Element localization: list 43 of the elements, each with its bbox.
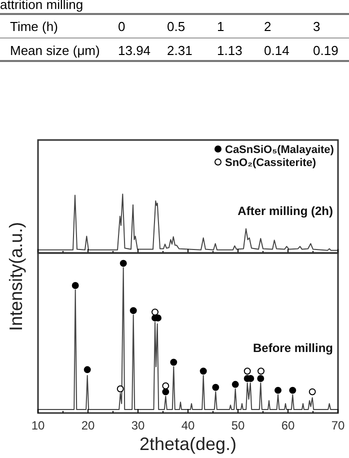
x-tick-label: 10 xyxy=(31,418,45,433)
point xyxy=(162,388,170,396)
x-tick-label: 30 xyxy=(131,418,145,433)
point xyxy=(274,386,282,394)
point xyxy=(257,375,264,382)
x-axis-title: 2theta(deg.) xyxy=(139,434,237,454)
category-label: 1 xyxy=(217,19,224,34)
category-label: 2 xyxy=(264,19,272,34)
x-tick-label: 40 xyxy=(181,418,195,433)
category-label: 0 xyxy=(118,19,126,34)
point xyxy=(308,388,316,396)
legend-label: CaSnSiO₅(Malayaite) xyxy=(225,144,334,156)
point xyxy=(130,307,137,314)
data-label: 0.14 xyxy=(264,43,290,58)
text: Mean size (μm) xyxy=(10,43,100,58)
point xyxy=(258,368,264,375)
x-tick-label: 50 xyxy=(231,418,245,433)
annotation: Before milling xyxy=(252,341,333,355)
point xyxy=(116,385,124,392)
point xyxy=(72,282,79,289)
point xyxy=(212,384,220,391)
y-axis-title: Intensity(a.u.) xyxy=(6,222,26,332)
data-label: 1.13 xyxy=(217,43,242,58)
text: Time (h) xyxy=(10,19,58,34)
point xyxy=(162,382,170,390)
x-tick-label: 60 xyxy=(281,418,295,433)
point xyxy=(152,308,158,316)
point xyxy=(120,260,127,267)
point xyxy=(200,368,207,375)
point xyxy=(170,358,178,366)
point xyxy=(244,368,251,375)
data-label: 0.19 xyxy=(313,43,338,58)
category-label: 3 xyxy=(313,19,320,34)
data-label: 13.94 xyxy=(118,43,151,58)
annotation: After milling (2h) xyxy=(238,204,333,218)
x-tick-label: 70 xyxy=(331,418,345,433)
point xyxy=(84,366,91,374)
legend-label: SnO₂(Cassiterite) xyxy=(225,157,316,169)
category-label: 0.5 xyxy=(167,19,186,34)
point xyxy=(232,380,239,388)
data-label: 2.31 xyxy=(167,43,192,58)
x-tick-label: 20 xyxy=(81,418,95,433)
point xyxy=(289,386,296,394)
